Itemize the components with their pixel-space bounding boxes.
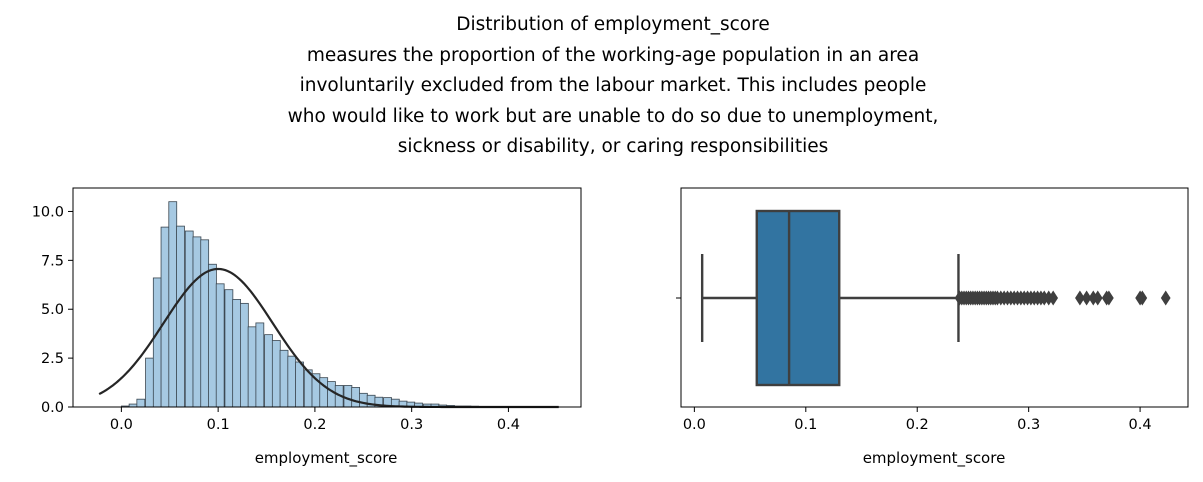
- title-line: sickness or disability, or caring respon…: [397, 136, 829, 157]
- title-line: who would like to work but are unable to…: [287, 105, 939, 127]
- y-tick-label: 2.5: [41, 351, 64, 367]
- outlier-point: [1081, 290, 1092, 306]
- histogram-x-axis-label: employment_score: [255, 449, 398, 468]
- y-tick-label: 10.0: [32, 204, 64, 220]
- x-tick-label: 0.3: [1017, 417, 1040, 433]
- outlier-point: [1075, 290, 1085, 306]
- boxplot-x-axis-label: employment_score: [863, 449, 1006, 468]
- outlier-point: [1160, 290, 1171, 306]
- interquartile-box: [755, 209, 841, 387]
- x-tick-label: 0.1: [794, 417, 817, 433]
- chart-title: Distribution of employment_score measure…: [0, 10, 1203, 163]
- outlier-point: [1048, 290, 1059, 306]
- histogram-x-ticks: 0.0 0.1 0.2 0.3 0.4: [110, 407, 520, 433]
- histogram-bars: [120, 201, 535, 408]
- boxplot-marks: [700, 209, 1171, 387]
- title-line: Distribution of employment_score: [456, 14, 770, 35]
- x-tick-label: 0.0: [110, 417, 133, 433]
- x-tick-label: 0.1: [207, 417, 230, 433]
- x-tick-label: 0.4: [497, 417, 520, 433]
- x-tick-label: 0.3: [400, 417, 423, 433]
- title-line: measures the proportion of the working-a…: [306, 44, 920, 66]
- x-tick-label: 0.2: [303, 417, 326, 433]
- histogram-axes-frame: [72, 187, 582, 408]
- y-tick-label: 5.0: [41, 302, 64, 318]
- x-tick-label: 0.0: [683, 417, 706, 433]
- boxplot-x-ticks: 0.0 0.1 0.2 0.3 0.4: [683, 407, 1152, 433]
- x-tick-label: 0.4: [1129, 417, 1152, 433]
- outlier-point: [1092, 290, 1103, 306]
- x-tick-label: 0.2: [906, 417, 929, 433]
- histogram-y-ticks: 0.0 2.5 5.0 7.5 10.0: [32, 204, 73, 416]
- outlier-point: [1104, 290, 1114, 306]
- y-tick-label: 7.5: [41, 253, 64, 269]
- title-line: involuntarily excluded from the labour m…: [299, 75, 927, 96]
- y-tick-label: 0.0: [41, 400, 64, 416]
- outlier-point: [1137, 290, 1148, 306]
